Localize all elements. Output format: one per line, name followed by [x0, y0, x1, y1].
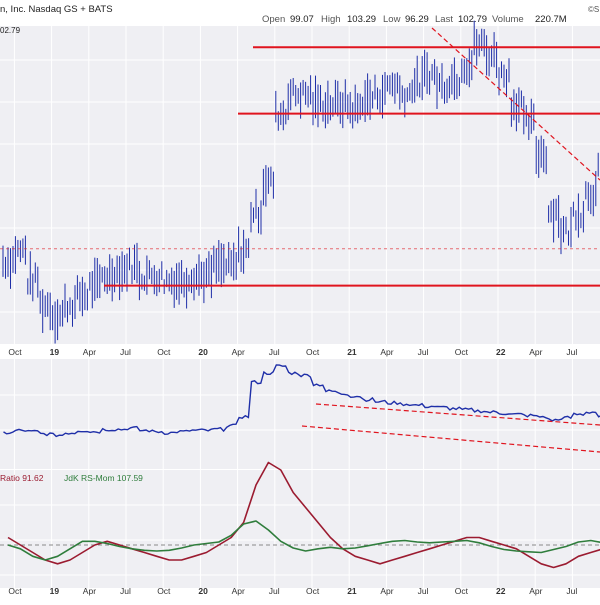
high-label: High — [321, 14, 341, 25]
low-label: Low — [383, 14, 401, 25]
x-tick-label: Jul — [566, 347, 577, 357]
x-tick-label: Apr — [380, 586, 393, 596]
rrg-panel — [0, 470, 600, 588]
x-tick-label: Oct — [8, 586, 22, 596]
x-tick-label: Oct — [455, 347, 469, 357]
x-tick-label: 19 — [50, 347, 60, 357]
x-tick-label: Oct — [8, 347, 22, 357]
x-tick-label: Oct — [157, 347, 171, 357]
volume-value: 220.7M — [535, 14, 567, 25]
x-tick-label: Jul — [120, 586, 131, 596]
x-tick-label: 22 — [496, 586, 506, 596]
rs-ratio-legend: Ratio 91.62 — [0, 473, 44, 483]
x-tick-label: Jul — [269, 586, 280, 596]
last-label: Last — [435, 14, 453, 25]
x-tick-label: Apr — [83, 347, 96, 357]
x-tick-label: 20 — [198, 586, 208, 596]
x-tick-label: 21 — [347, 347, 357, 357]
x-tick-label: 22 — [496, 347, 506, 357]
x-tick-label: 20 — [198, 347, 208, 357]
x-tick-label: Jul — [269, 347, 280, 357]
volume-label: Volume — [492, 14, 524, 25]
low-value: 96.29 — [405, 14, 429, 25]
x-tick-label: Jul — [418, 347, 429, 357]
x-tick-label: 21 — [347, 586, 357, 596]
x-tick-label: Apr — [232, 347, 245, 357]
x-tick-label: Oct — [157, 586, 171, 596]
copyright-mark: ©S — [588, 5, 599, 14]
x-tick-label: Apr — [529, 586, 542, 596]
last-value: 102.79 — [458, 14, 487, 25]
price-tag: 02.79 — [0, 26, 21, 35]
open-value: 99.07 — [290, 14, 314, 25]
x-tick-label: Oct — [455, 586, 469, 596]
x-tick-label: Jul — [418, 586, 429, 596]
x-tick-label: Jul — [120, 347, 131, 357]
high-value: 103.29 — [347, 14, 376, 25]
x-tick-label: 19 — [50, 586, 60, 596]
x-tick-label: Jul — [566, 586, 577, 596]
x-tick-label: Oct — [306, 586, 320, 596]
x-tick-label: Apr — [232, 586, 245, 596]
x-tick-label: Apr — [380, 347, 393, 357]
price-panel — [0, 26, 600, 344]
rs-mom-legend: JdK RS-Mom 107.59 — [64, 473, 143, 483]
open-label: Open — [262, 14, 285, 25]
x-tick-label: Apr — [529, 347, 542, 357]
x-tick-label: Apr — [83, 586, 96, 596]
x-tick-label: Oct — [306, 347, 320, 357]
chart-title: n, Inc. Nasdaq GS + BATS — [0, 4, 113, 15]
